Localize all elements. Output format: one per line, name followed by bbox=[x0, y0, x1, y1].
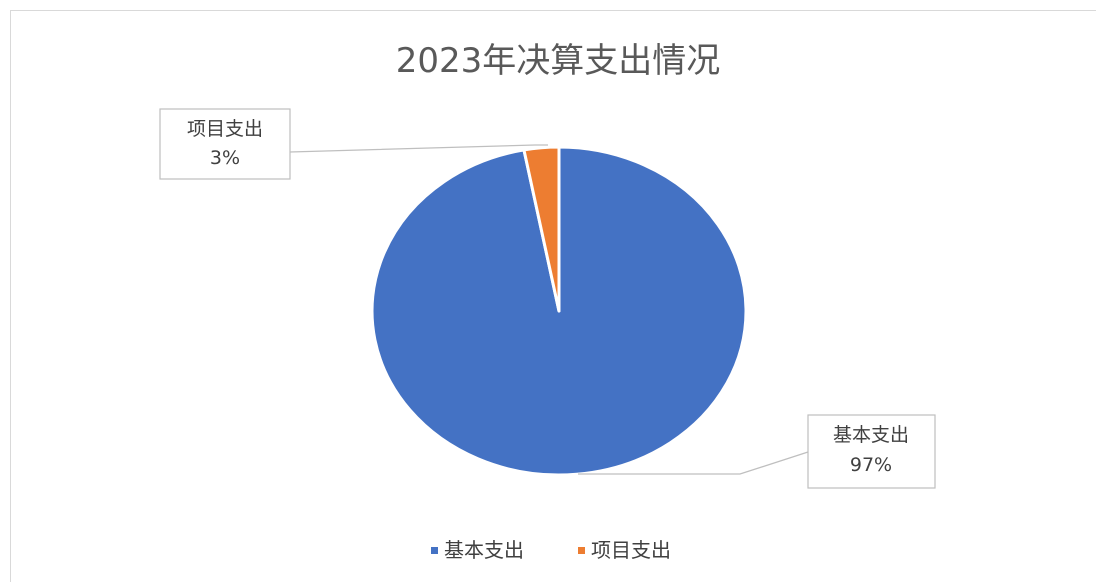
legend-label-project: 项目支出 bbox=[591, 538, 671, 562]
data-label-project-value: 3% bbox=[210, 147, 240, 169]
chart-title: 2023年决算支出情况 bbox=[396, 41, 721, 81]
legend-swatch-project bbox=[578, 547, 585, 554]
legend-swatch-basic bbox=[431, 547, 438, 554]
data-label-project: 项目支出 3% bbox=[159, 108, 291, 180]
leader-line-project bbox=[289, 144, 548, 153]
leader-lines bbox=[289, 144, 809, 475]
data-label-project-name: 项目支出 bbox=[187, 118, 263, 140]
slice-project bbox=[522, 145, 561, 313]
data-label-basic-name: 基本支出 bbox=[833, 424, 909, 446]
legend: 基本支出 项目支出 bbox=[431, 538, 671, 562]
data-label-basic-value: 97% bbox=[850, 454, 892, 476]
pie-slices bbox=[370, 145, 748, 477]
chart-frame bbox=[10, 10, 1096, 582]
data-label-basic: 基本支出 97% bbox=[807, 414, 936, 489]
legend-label-basic: 基本支出 bbox=[444, 538, 524, 562]
leader-line-basic bbox=[578, 451, 809, 475]
